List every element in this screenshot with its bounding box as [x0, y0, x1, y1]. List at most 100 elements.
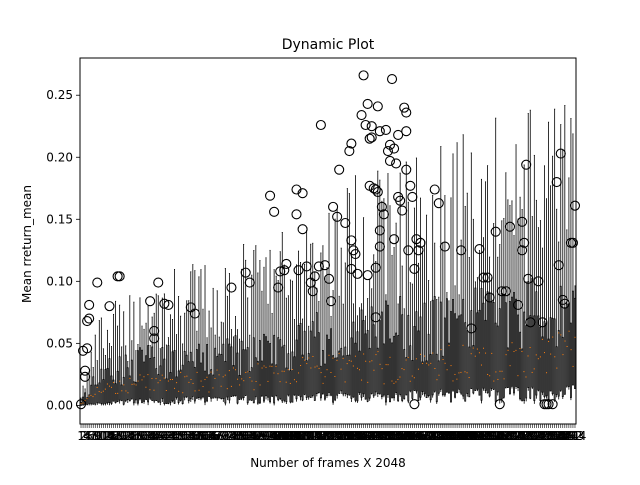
box-89	[258, 260, 261, 404]
outlier-point	[360, 119, 371, 131]
x-tick-label: 153	[379, 429, 402, 443]
box-244	[574, 285, 576, 389]
box-25	[128, 295, 131, 402]
x-tick-label: 5	[85, 429, 93, 443]
box-69	[218, 336, 221, 399]
outlier-point	[374, 241, 385, 252]
box-151	[385, 294, 387, 406]
x-tick-label: 209	[492, 429, 515, 443]
box-body	[413, 326, 416, 391]
y-tick-label: 0.15	[46, 212, 73, 226]
box-body	[429, 354, 432, 401]
x-tick-label: 243	[561, 429, 584, 443]
x-tick-label: 49	[171, 429, 186, 443]
box-45	[169, 314, 172, 406]
outlier-point	[519, 237, 530, 248]
box-67	[214, 334, 217, 399]
box-body	[482, 302, 485, 389]
box-156	[395, 222, 398, 396]
box-body	[261, 360, 263, 397]
box-body	[267, 340, 269, 398]
x-tick-label: 216	[507, 429, 530, 443]
x-tick-label: 136	[344, 429, 367, 443]
x-tick-label: 78	[230, 429, 245, 443]
x-tick-label: 204	[482, 429, 505, 443]
box-body	[557, 330, 560, 397]
box-1	[80, 397, 82, 406]
box-135	[352, 303, 355, 398]
box-body	[462, 298, 465, 397]
outlier-point	[401, 126, 412, 137]
box-body	[258, 340, 261, 404]
x-tick-label: 72	[218, 429, 233, 443]
x-tick-label: 139	[350, 429, 373, 443]
box-91	[263, 266, 265, 403]
outlier-point	[334, 164, 345, 175]
outlier-point	[523, 273, 534, 284]
box-51	[181, 343, 184, 405]
box-body	[419, 316, 422, 398]
x-tick-label: 222	[519, 429, 542, 443]
box-body	[256, 360, 259, 404]
box-175	[433, 242, 436, 393]
box-body	[265, 336, 267, 397]
outlier-point	[307, 286, 318, 297]
x-tick-label: 161	[395, 429, 418, 443]
box-body	[183, 350, 186, 398]
box-19	[116, 325, 119, 403]
x-tick-label: 217	[509, 429, 532, 443]
box-body	[299, 322, 302, 398]
box-body	[328, 339, 330, 393]
box-body	[334, 357, 337, 401]
x-tick-label: 99	[273, 429, 288, 443]
x-tick-label: 10	[92, 429, 107, 443]
box-196	[476, 277, 479, 392]
box-body	[287, 353, 290, 396]
x-tick-label: 28	[128, 429, 143, 443]
outlier-point	[159, 298, 170, 309]
box-body	[230, 346, 233, 397]
box-15	[108, 343, 111, 406]
box-body	[382, 343, 385, 396]
outlier-point	[145, 296, 156, 307]
x-tick-label: 40	[153, 429, 168, 443]
box-97	[275, 275, 278, 398]
x-tick-label: 15	[102, 429, 117, 443]
outlier-point	[378, 209, 389, 220]
box-body	[309, 330, 312, 398]
x-tick-label: 92	[258, 429, 273, 443]
box-body	[326, 334, 328, 396]
x-tick-label: 143	[358, 429, 381, 443]
x-tick-label: 63	[199, 429, 214, 443]
x-tick-label: 27	[126, 429, 141, 443]
outlier-point	[80, 371, 91, 382]
box-225	[535, 199, 538, 399]
outlier-point	[291, 184, 302, 195]
x-tick-label: 85	[244, 429, 259, 443]
box-152	[387, 173, 389, 398]
box-202	[488, 256, 491, 398]
x-tick-label: 144	[360, 429, 383, 443]
outlier-point	[547, 399, 558, 410]
box-204	[492, 223, 495, 391]
box-body	[356, 331, 359, 402]
x-tick-label: 201	[476, 429, 499, 443]
box-169	[421, 250, 424, 396]
outlier-point	[413, 245, 424, 256]
box-222	[529, 109, 532, 400]
x-tick-label: 184	[442, 429, 465, 443]
outlier-point	[323, 273, 335, 284]
box-214	[513, 235, 515, 396]
box-12	[102, 348, 105, 406]
x-tick-label: 76	[226, 429, 241, 443]
outlier-point	[374, 225, 385, 236]
x-tick-label: 242	[559, 429, 582, 443]
box-201	[486, 165, 489, 394]
outlier-point	[409, 399, 420, 410]
box-62	[204, 265, 206, 406]
outlier-point	[405, 180, 416, 191]
x-tick-label: 106	[283, 429, 306, 443]
x-tick-label: 65	[203, 429, 218, 443]
box-70	[220, 321, 223, 400]
